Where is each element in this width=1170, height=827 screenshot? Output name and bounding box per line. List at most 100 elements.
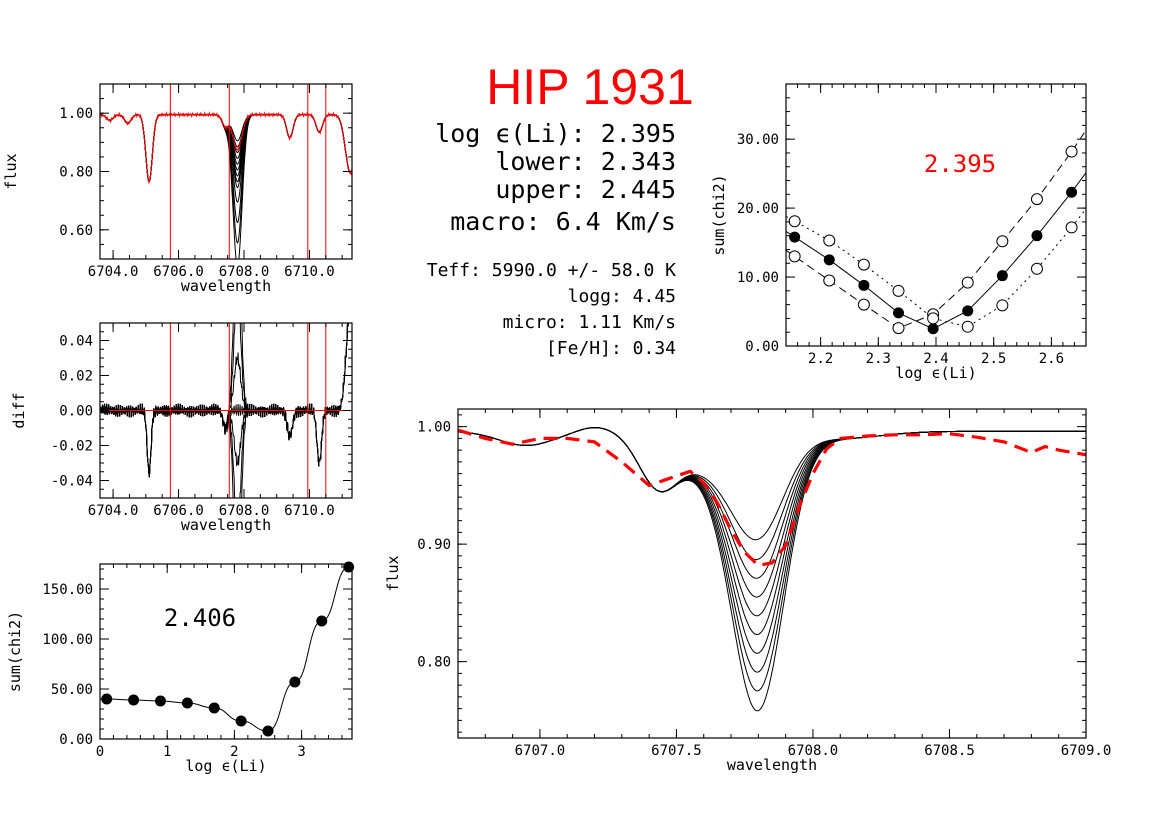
observed-spectrum-line	[458, 428, 1086, 568]
chi2-point-upper	[961, 276, 974, 289]
x-tick-label: 2.5	[981, 351, 1006, 367]
chi2-point-lower	[857, 258, 870, 271]
chi2-point-best	[996, 270, 1008, 282]
x-tick-label: 6707.0	[515, 743, 566, 759]
y-axis-label: sum(chi2)	[6, 611, 24, 692]
x-tick-label: 0	[96, 744, 104, 760]
x-tick-label: 6710.0	[284, 264, 335, 280]
chi2-point-upper	[996, 235, 1009, 248]
info-block: log ϵ(Li): 2.395 lower: 2.343 upper: 2.4…	[427, 119, 676, 359]
chi2-point-best	[1066, 186, 1078, 198]
chi2-point-lower	[892, 284, 905, 297]
y-tick-label: 0.90	[417, 537, 451, 553]
chi2-point-lower	[996, 299, 1009, 312]
y-tick-label: 150.00	[42, 582, 93, 598]
y-axis-label: diff	[10, 392, 28, 428]
x-tick-label: 6706.0	[153, 264, 204, 280]
chi2-curve	[106, 566, 349, 732]
plot-frame	[99, 563, 353, 740]
y-tick-label: 1.00	[417, 420, 451, 436]
y-tick-label: 0.80	[59, 165, 93, 181]
chi2-point	[101, 693, 113, 705]
plot-area	[100, 323, 352, 498]
upper-limit-line: upper: 2.445	[495, 175, 676, 204]
chi2-point	[235, 715, 247, 727]
chi2-point-lower	[961, 320, 974, 333]
chi2-point	[316, 615, 328, 627]
chi2-wide-panel: 2.406 0 1 2 3 0.00 50.00 100.00 150.00 log ϵ(Li) s…	[6, 561, 355, 775]
y-tick-label: 0.80	[417, 655, 451, 671]
x-tick-label: 6706.0	[153, 503, 204, 519]
macro-line: macro: 6.4 Km/s	[450, 207, 676, 236]
x-axis-label: log ϵ(Li)	[185, 757, 266, 775]
chi2-point-upper	[892, 322, 905, 335]
chi2-point	[208, 702, 220, 714]
x-tick-label: 2.2	[808, 351, 833, 367]
plot-frame	[457, 408, 1087, 739]
chi2-point-best	[1031, 230, 1043, 242]
plot-area	[458, 427, 1086, 712]
x-tick-label: 2	[230, 744, 238, 760]
y-tick-label: 0.04	[59, 334, 93, 350]
chi2-point-best	[858, 279, 870, 291]
y-tick-label: 50.00	[51, 682, 93, 698]
y-tick-label: 0.02	[59, 369, 93, 385]
x-tick-label: 2.6	[1039, 351, 1064, 367]
main-flux-panel: 6707.0 6707.5 6708.0 6708.5 6709.0 0.80 0.90 1.…	[384, 408, 1112, 774]
best-fit-annotation: 2.406	[164, 604, 236, 632]
x-axis-label: wavelength	[181, 277, 271, 295]
x-tick-label: 1	[163, 744, 171, 760]
lower-limit-line: lower: 2.343	[495, 147, 676, 176]
x-tick-label: 6704.0	[88, 264, 139, 280]
y-tick-label: 0.60	[59, 223, 93, 239]
chi2-point-lower	[1065, 221, 1078, 234]
chi2-point	[181, 697, 193, 709]
li-abundance-line: log ϵ(Li): 2.395	[435, 119, 676, 148]
y-tick-label: -0.02	[51, 439, 93, 455]
teff-line: Teff: 5990.0 +/- 58.0 K	[427, 260, 676, 281]
wide-flux-panel: 6704.0 6706.0 6708.0 6710.0 0.60 0.80 1.00 wave…	[2, 83, 353, 295]
x-tick-label: 6707.5	[651, 743, 702, 759]
x-tick-label: 6709.0	[1061, 743, 1112, 759]
chi2-point-lower	[927, 312, 940, 325]
chi2-point-upper	[1065, 145, 1078, 158]
plot-area	[100, 84, 352, 259]
feh-line: [Fe/H]: 0.34	[546, 338, 676, 359]
chi2-point-best	[927, 323, 939, 335]
logg-line: logg: 4.45	[568, 286, 676, 307]
x-tick-label: 6704.0	[88, 503, 139, 519]
y-tick-label: 30.00	[737, 132, 779, 148]
y-tick-label: 100.00	[42, 632, 93, 648]
x-tick-label: 6708.0	[219, 503, 270, 519]
x-tick-label: 6708.0	[788, 743, 839, 759]
chi2-point-lower	[788, 215, 801, 228]
chi2-point-lower	[1030, 262, 1043, 275]
y-tick-label: -0.04	[51, 474, 93, 490]
chi2-point-best	[893, 307, 904, 319]
y-axis-label: flux	[384, 555, 402, 591]
chi2-point-upper	[857, 298, 870, 311]
y-axis-label: sum(chi2)	[710, 174, 728, 255]
chi2-point	[262, 725, 274, 737]
plot-area	[106, 566, 349, 732]
y-tick-label: 1.00	[59, 106, 93, 122]
best-fit-annotation: 2.395	[924, 150, 996, 178]
chi2-point	[289, 676, 301, 688]
x-axis-label: wavelength	[181, 516, 271, 534]
x-tick-label: 6708.5	[924, 743, 975, 759]
x-tick-label: 3	[297, 744, 305, 760]
y-axis-label: flux	[2, 153, 20, 189]
model-spectrum-line	[458, 427, 1086, 712]
observed-spectrum-line	[100, 110, 352, 184]
chi2-zoom-panel: 2.395 2.2 2.3 2.4 2.5 2.6 0.00 10.00 20.00 30.00 l…	[710, 83, 1087, 382]
chi2-point-upper	[823, 274, 836, 287]
micro-line: micro: 1.11 Km/s	[503, 312, 676, 333]
chi2-point-upper	[1030, 193, 1043, 206]
chi2-point	[154, 695, 166, 707]
diff-panel: 6704.0 6706.0 6708.0 6710.0 -0.04 -0.02 0.00 0.…	[10, 322, 353, 534]
chi2-point-lower	[823, 234, 836, 247]
y-tick-label: 0.00	[59, 404, 93, 420]
y-tick-label: 0.00	[59, 732, 93, 748]
chi2-point-best	[962, 305, 974, 317]
